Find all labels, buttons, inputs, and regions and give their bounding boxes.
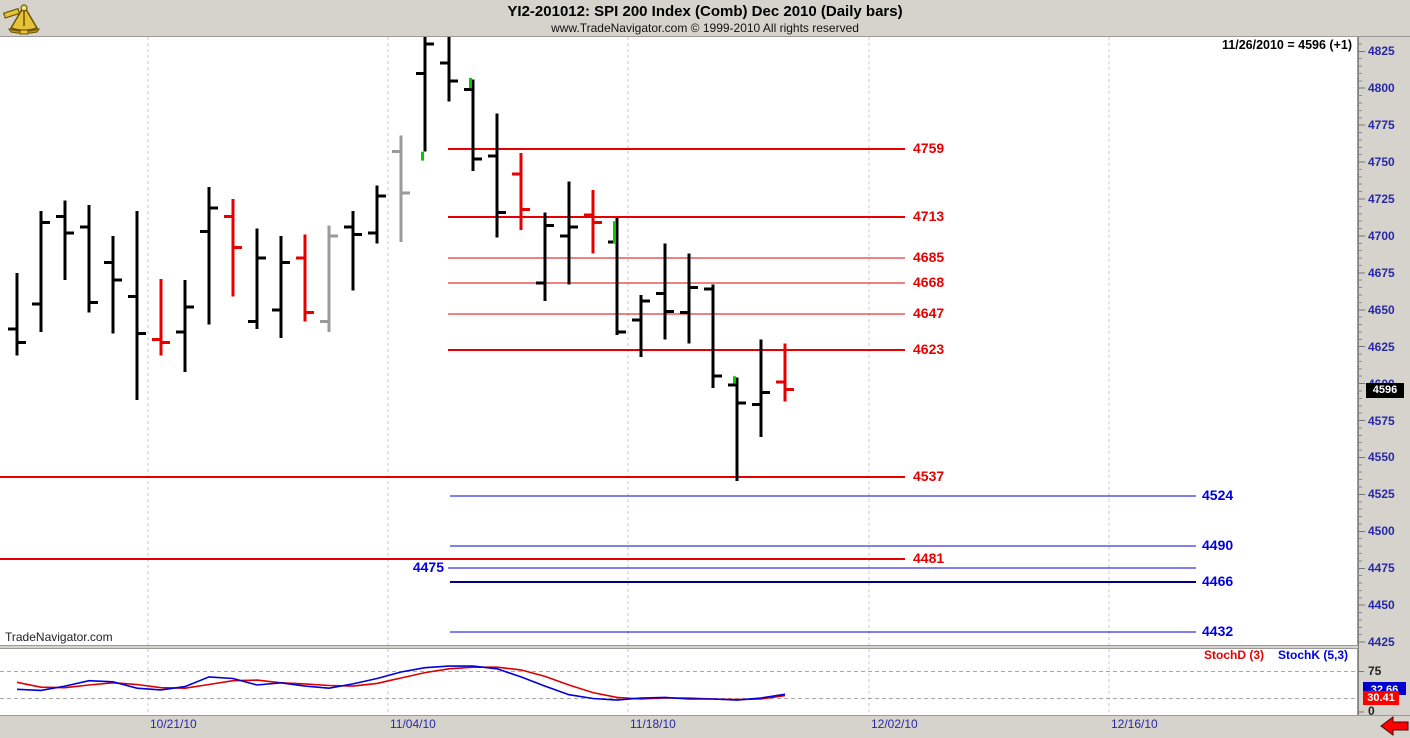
price-axis-label-4450: 4450 (1368, 598, 1395, 613)
stochd-legend-label: StochD (3) (1203, 648, 1264, 662)
price-axis-label-4575: 4575 (1368, 413, 1395, 428)
price-axis-label-4750: 4750 (1368, 155, 1395, 170)
price-axis-label-4675: 4675 (1368, 265, 1395, 280)
stoch-axis-label-75: 75 (1368, 664, 1382, 678)
price-axis-label-4700: 4700 (1368, 228, 1395, 243)
level-label-4466: 4466 (1202, 573, 1234, 589)
price-axis-label-4475: 4475 (1368, 561, 1395, 576)
level-label-4759: 4759 (913, 140, 945, 156)
price-axis-label-4650: 4650 (1368, 302, 1395, 317)
date-label-12-16-10: 12/16/10 (1111, 717, 1158, 731)
title-bar: YI2-201012: SPI 200 Index (Comb) Dec 201… (0, 0, 1410, 37)
price-axis-label-4500: 4500 (1368, 524, 1395, 539)
copyright-subtitle: www.TradeNavigator.com © 1999-2010 All r… (551, 21, 859, 35)
level-label-4647: 4647 (913, 305, 945, 321)
level-label-4537: 4537 (913, 468, 945, 484)
level-label-4524: 4524 (1202, 487, 1234, 503)
level-label-4475: 4475 (412, 559, 444, 575)
level-label-4713: 4713 (913, 208, 945, 224)
date-label-12-02-10: 12/02/10 (871, 717, 918, 731)
price-axis-label-4625: 4625 (1368, 339, 1395, 354)
sextant-logo-icon (3, 4, 41, 35)
price-axis-label-4775: 4775 (1368, 118, 1395, 133)
stochd-value-badge: 30.41 (1363, 691, 1399, 705)
stochk-legend-label: StochK (5,3) (1277, 648, 1348, 662)
price-axis-label-4825: 4825 (1368, 44, 1395, 59)
price-axis-label-4800: 4800 (1368, 81, 1395, 96)
level-label-4432: 4432 (1202, 623, 1234, 639)
price-axis-label-4550: 4550 (1368, 450, 1395, 465)
stoch-axis-label-0: 0 (1368, 704, 1375, 718)
scroll-left-arrow-button[interactable] (1380, 716, 1409, 736)
price-axis-label-4725: 4725 (1368, 192, 1395, 206)
price-axis-label-4525: 4525 (1368, 487, 1395, 502)
level-label-4490: 4490 (1202, 537, 1234, 553)
stoch-legend: StochD (3) StochK (5,3) (1204, 648, 1348, 662)
date-label-11-04-10: 11/04/10 (390, 717, 436, 731)
level-label-4668: 4668 (913, 274, 945, 290)
last-price-marker: 4596 (1366, 383, 1404, 398)
level-label-4481: 4481 (913, 550, 945, 566)
watermark: TradeNavigator.com (5, 630, 113, 644)
price-axis[interactable] (1358, 37, 1410, 715)
date-label-10-21-10: 10/21/10 (150, 717, 197, 731)
price-axis-label-4425: 4425 (1368, 635, 1395, 650)
main-chart-area[interactable] (0, 37, 1358, 645)
stochastic-panel[interactable] (0, 649, 1358, 715)
level-label-4623: 4623 (913, 341, 945, 357)
panel-separator (0, 645, 1358, 649)
level-label-4685: 4685 (913, 249, 945, 265)
last-price-annotation: 11/26/2010 = 4596 (+1) (1222, 38, 1352, 52)
chart-title: YI2-201012: SPI 200 Index (Comb) Dec 201… (507, 3, 903, 20)
date-axis[interactable] (0, 715, 1410, 738)
date-label-11-18-10: 11/18/10 (630, 717, 676, 731)
